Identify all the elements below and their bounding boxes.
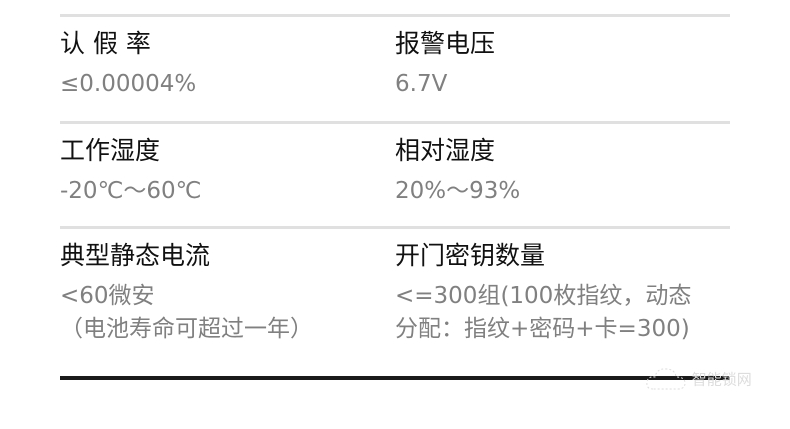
- spec-value: 20%～93%: [395, 178, 521, 204]
- spec-label: 开门密钥数量: [395, 241, 546, 270]
- divider: [60, 226, 730, 229]
- spec-quiescent-current: 典型静态电流 <60微安 （电池寿命可超过一年）: [60, 241, 400, 346]
- spec-label: 相对湿度: [395, 136, 496, 165]
- spec-value: -20℃～60℃: [60, 178, 202, 204]
- spec-relative-humidity: 相对湿度 20%～93%: [395, 136, 735, 208]
- spec-key-capacity: 开门密钥数量 <=300组(100枚指纹，动态 分配：指纹+密码+卡=300): [395, 241, 735, 346]
- bottom-divider: [60, 376, 730, 380]
- spec-value: <60微安 （电池寿命可超过一年）: [60, 280, 400, 346]
- spec-value: ≤0.00004%: [60, 71, 197, 97]
- spec-operating-temp: 工作湿度 -20℃～60℃: [60, 136, 400, 208]
- spec-label: 报警电压: [395, 29, 496, 58]
- spec-value-line: （电池寿命可超过一年）: [60, 316, 313, 342]
- divider: [60, 14, 730, 17]
- watermark-text: 智能锁网: [691, 370, 752, 389]
- spec-value: <=300组(100枚指纹，动态 分配：指纹+密码+卡=300): [395, 280, 735, 346]
- spec-alarm-voltage: 报警电压 6.7V: [395, 29, 735, 101]
- spec-label: 工作湿度: [60, 136, 161, 165]
- cloud-icon: [646, 368, 686, 390]
- spec-label: 认 假 率: [60, 29, 151, 58]
- spec-value-line: 分配：指纹+密码+卡=300): [395, 316, 690, 342]
- spec-false-acceptance-rate: 认 假 率 ≤0.00004%: [60, 29, 400, 101]
- spec-value-line: <60微安: [60, 283, 155, 309]
- watermark: 智能锁网: [645, 365, 752, 395]
- spec-label: 典型静态电流: [60, 241, 211, 270]
- divider: [60, 121, 730, 124]
- spec-value: 6.7V: [395, 71, 448, 97]
- spec-value-line: <=300组(100枚指纹，动态: [395, 283, 692, 309]
